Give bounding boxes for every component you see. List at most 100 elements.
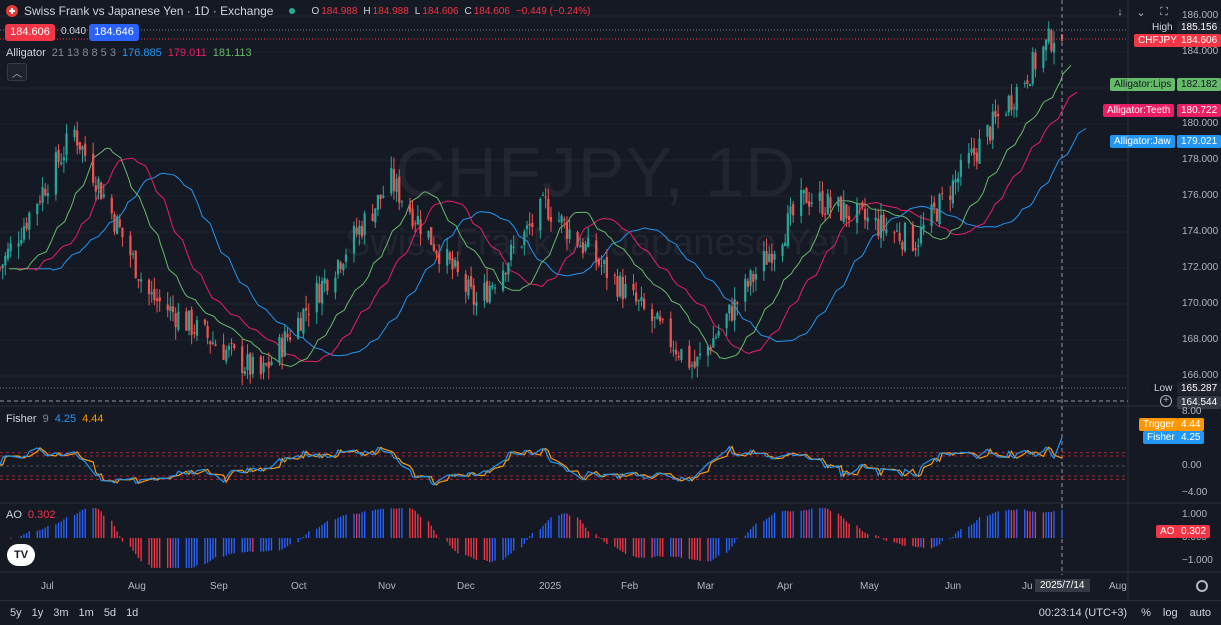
candle-body bbox=[709, 347, 712, 351]
fisher-tag-value: 4.25 bbox=[1177, 431, 1205, 444]
candle-body bbox=[653, 316, 656, 318]
time-label-aug-next: Aug bbox=[1109, 581, 1127, 592]
candle-body bbox=[501, 270, 505, 291]
candle-body bbox=[568, 229, 571, 239]
candle-body bbox=[957, 177, 960, 182]
candle-body bbox=[635, 292, 638, 302]
fisher-tick-label: 8.00 bbox=[1182, 406, 1202, 418]
candle-body bbox=[195, 320, 199, 336]
fisher-legend[interactable]: Fisher 9 4.25 4.44 bbox=[6, 413, 104, 425]
add-alert-icon[interactable]: + bbox=[1160, 395, 1172, 407]
candle-body bbox=[4, 255, 7, 266]
symbol-title[interactable]: Swiss Frank vs Japanese Yen · 1D · Excha… bbox=[24, 4, 274, 18]
candle-body bbox=[475, 302, 478, 307]
alligator-legend[interactable]: Alligator 21 13 8 8 5 3 176.885 179.011 … bbox=[6, 47, 252, 59]
ao-legend[interactable]: AO 0.302 bbox=[6, 509, 55, 521]
symbol-price-tag: CHFJPY bbox=[1134, 34, 1181, 47]
candle-body bbox=[733, 299, 736, 321]
range-1m[interactable]: 1m bbox=[78, 607, 94, 619]
collapse-legend-button[interactable]: ︿ bbox=[7, 63, 27, 81]
candle-body bbox=[885, 228, 888, 234]
log-toggle[interactable]: log bbox=[1162, 607, 1178, 619]
candle-body bbox=[289, 337, 292, 340]
time-tick-label: Jun bbox=[945, 581, 962, 592]
ohlc-open-label: O bbox=[311, 5, 320, 17]
candle-body bbox=[991, 111, 994, 140]
candle-body bbox=[46, 193, 50, 197]
candle-body bbox=[44, 188, 47, 196]
tradingview-logo[interactable]: TV bbox=[7, 544, 35, 566]
candle-body bbox=[454, 259, 457, 267]
settings-gear-icon[interactable] bbox=[1196, 580, 1208, 592]
price-tick-label: 172.000 bbox=[1182, 262, 1219, 273]
range-5y[interactable]: 5y bbox=[10, 607, 22, 619]
candle-body bbox=[438, 253, 441, 265]
candle-body bbox=[624, 283, 627, 298]
candle-body bbox=[326, 279, 329, 291]
candle-body bbox=[299, 318, 302, 331]
candle-body bbox=[861, 202, 864, 208]
candle-body bbox=[121, 227, 124, 238]
alligator-params: 21 13 8 8 5 3 bbox=[51, 47, 116, 59]
clock[interactable]: 00:23:14 (UTC+3) bbox=[1038, 607, 1128, 619]
candle-body bbox=[640, 296, 643, 302]
ohlc-close-label: C bbox=[464, 5, 472, 17]
candle-body bbox=[557, 220, 561, 222]
candle-body bbox=[688, 345, 691, 368]
candle-body bbox=[193, 332, 196, 334]
chevron-up-icon: ︿ bbox=[12, 68, 22, 80]
candle-body bbox=[22, 226, 26, 240]
buy-button[interactable]: 184.646 bbox=[89, 24, 139, 41]
candle-body bbox=[842, 202, 845, 223]
price-tick-label: 180.000 bbox=[1182, 118, 1219, 129]
candle-body bbox=[603, 260, 606, 265]
candle-body bbox=[1052, 42, 1056, 53]
candle-body bbox=[281, 338, 284, 358]
candle-body bbox=[1, 264, 4, 269]
auto-toggle[interactable]: auto bbox=[1189, 607, 1211, 619]
candle-body bbox=[411, 208, 414, 227]
range-5d[interactable]: 5d bbox=[103, 607, 117, 619]
candle-body bbox=[941, 193, 944, 195]
range-1y[interactable]: 1y bbox=[31, 607, 44, 619]
spread-value: 0.040 bbox=[61, 26, 87, 37]
candle-body bbox=[579, 245, 582, 248]
candle-body bbox=[821, 190, 824, 215]
range-1d[interactable]: 1d bbox=[126, 607, 139, 619]
time-tick-label: Oct bbox=[291, 581, 307, 592]
candle-body bbox=[605, 257, 608, 279]
candle-body bbox=[432, 244, 435, 251]
candle-body bbox=[1050, 30, 1053, 51]
candle-body bbox=[525, 225, 529, 229]
candle-body bbox=[395, 178, 398, 192]
candle-body bbox=[989, 127, 992, 141]
candle-body bbox=[784, 242, 787, 247]
alligator-lips-line bbox=[9, 64, 1072, 367]
range-3m[interactable]: 3m bbox=[53, 607, 69, 619]
candle-body bbox=[669, 318, 672, 348]
ohlc-change: −0.449 (−0.24%) bbox=[515, 5, 591, 17]
percent-toggle[interactable]: % bbox=[1141, 607, 1151, 619]
scroll-down-button[interactable]: ↓ bbox=[1110, 3, 1130, 21]
chevron-down-icon: ⌄ bbox=[1136, 6, 1146, 19]
candle-body bbox=[643, 298, 646, 309]
sell-button[interactable]: 184.606 bbox=[5, 24, 55, 41]
collapse-button[interactable]: ⌄ bbox=[1131, 3, 1151, 21]
candle-body bbox=[464, 274, 467, 292]
candle-body bbox=[696, 356, 699, 367]
candle-body bbox=[762, 251, 766, 272]
candle-body bbox=[139, 279, 143, 282]
candle-body bbox=[845, 204, 848, 219]
candle-body bbox=[829, 197, 832, 209]
candle-body bbox=[352, 225, 356, 254]
candle-body bbox=[355, 227, 358, 235]
fullscreen-button[interactable]: ⛶ bbox=[1154, 3, 1174, 21]
candle-body bbox=[467, 279, 470, 296]
candle-body bbox=[847, 216, 851, 221]
candle-body bbox=[150, 292, 153, 295]
candle-body bbox=[1015, 87, 1018, 111]
candle-body bbox=[84, 143, 87, 156]
candle-body bbox=[768, 254, 771, 262]
